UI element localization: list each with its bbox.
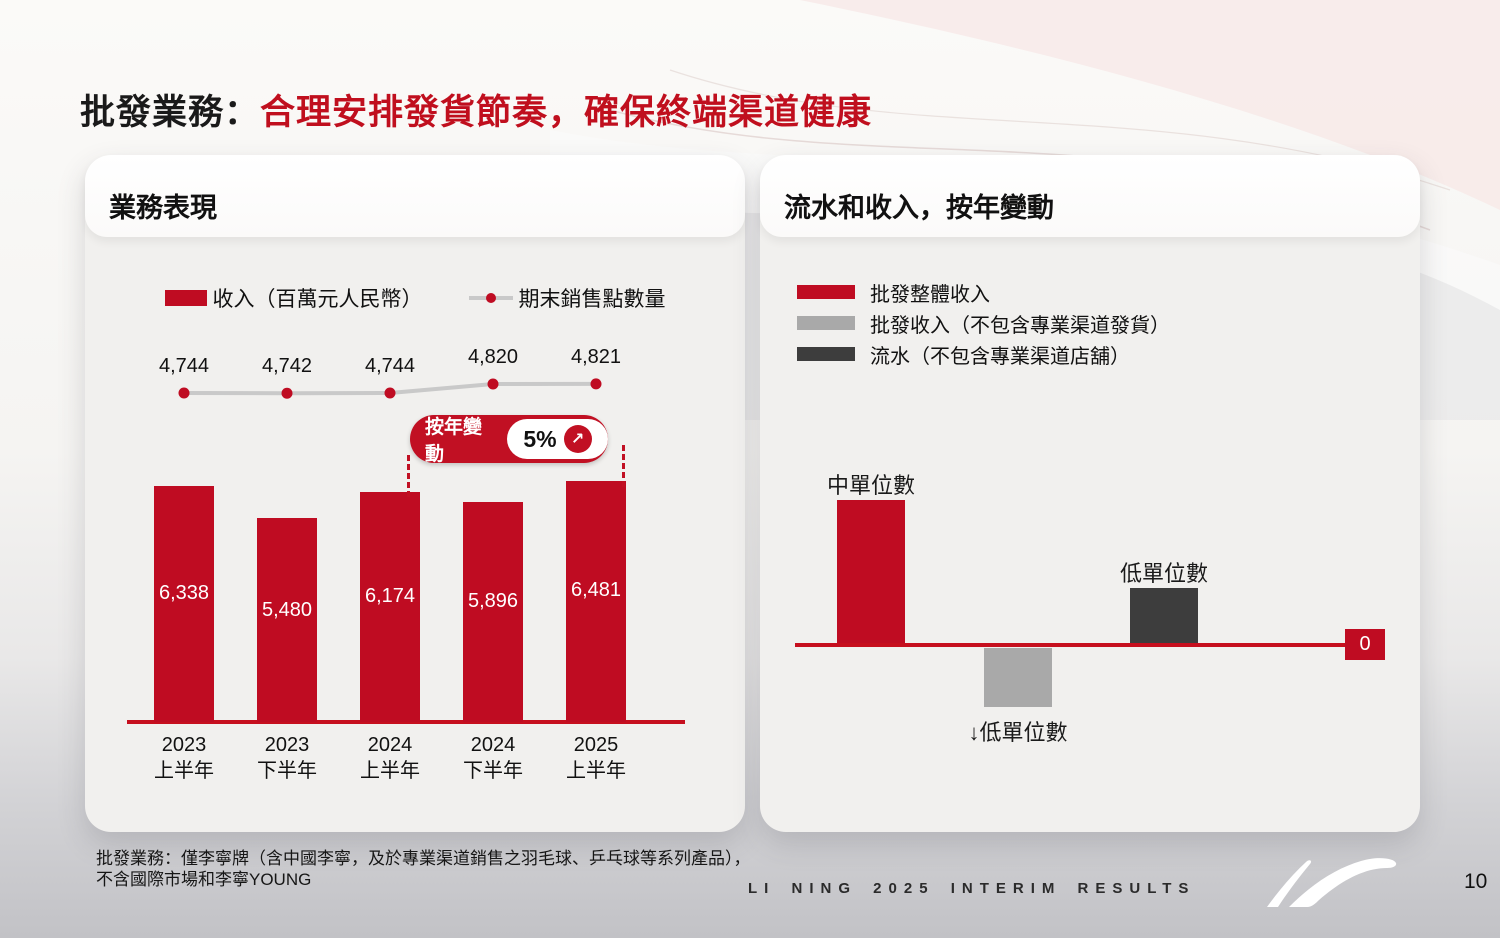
yoy-bar-label: 低單位數 [1119,561,1208,586]
line-legend-marker [468,290,513,306]
yoy-change-panel-header: 流水和收入，按年變動 [760,155,1420,237]
revenue-bar-value: 6,481 [570,578,622,601]
legend-label: 批發整體收入 [870,283,990,306]
business-performance-panel-header: 業務表現 [85,155,745,237]
yoy-bar-label: ↓低單位數 [968,720,1068,745]
yoy-change-panel: 流水和收入，按年變動 批發整體收入批發收入（不包含專業渠道發貨） 流水（不包含專業… [760,155,1420,832]
legend-label: 批發收入（不包含專業渠道發貨） [870,314,1170,337]
zero-baseline-badge: 0 [1345,629,1385,660]
annotation-connector-left [407,455,410,497]
revenue-bar-value: 5,480 [261,598,313,621]
revenue-bar-value: 5,896 [467,590,519,613]
slide-title-prefix: 批發業務： [80,93,261,132]
legend-item: 批發收入（不包含專業渠道發貨） [797,313,1170,337]
legend-label-sales-points: 期末銷售點數量 [518,288,666,311]
yoy-bar [1130,588,1198,647]
footnote: 批發業務：僅李寧牌（含中國李寧，及於專業渠道銷售之羽毛球、乒乓球等系列產品）， … [96,848,751,890]
panel-title: 流水和收入，按年變動 [784,193,1054,223]
slide-title-highlight: 合理安排發貨節奏，確保終端渠道健康 [260,93,873,132]
event-caption: LI NING 2025 INTERIM RESULTS [748,880,1196,897]
revenue-bar-value: 6,338 [158,581,210,604]
revenue-bar-value: 6,174 [364,584,416,607]
yoy-annotation-value: 5% [523,425,557,452]
revenue-bar [463,502,523,722]
sales-points-value: 4,744 [364,355,416,377]
sales-point-marker [384,387,396,399]
annotation-connector-right [622,445,625,487]
x-axis-label: 2023 上半年 [154,734,214,782]
footnote-line-1: 批發業務：僅李寧牌（含中國李寧，及於專業渠道銷售之羽毛球、乒乓球等系列產品）， [96,849,751,868]
legend-item-sales-points: 期末銷售點數量 [468,283,666,313]
sales-point-marker [178,387,190,399]
legend-swatch [797,347,855,361]
x-axis-label: 2024 下半年 [463,734,523,782]
legend-swatch [797,316,855,330]
panel-title: 業務表現 [109,193,217,223]
sales-point-marker [281,387,293,399]
x-axis-label: 2025 上半年 [566,734,626,782]
yoy-annotation-value-pill: 5% ↗ [506,419,608,459]
yoy-bar [837,500,905,647]
li-ning-logo [1267,858,1397,907]
yoy-annotation-badge: 按年變動 5% ↗ [410,415,608,465]
legend-swatch [797,285,855,299]
revenue-bar [360,492,420,722]
sales-points-line [178,378,602,399]
bar-legend-swatch [164,290,207,306]
footnote-line-2: 不含國際市場和李寧YOUNG [96,870,312,889]
legend-label-revenue: 收入（百萬元人民幣） [212,288,423,311]
revenue-bar [257,518,317,722]
legend-label: 流水（不包含專業渠道店舖） [870,345,1130,368]
x-axis-label: 2023 下半年 [257,734,317,782]
zero-baseline [795,643,1345,647]
sales-points-value: 4,821 [570,345,622,368]
legend-item: 流水（不包含專業渠道店舖） [797,344,1130,368]
slide-title: 批發業務：合理安排發貨節奏，確保終端渠道健康 [80,84,872,135]
yoy-bar-label: 中單位數 [826,473,915,498]
sales-points-value: 4,742 [261,355,313,378]
legend-item: 批發整體收入 [797,282,990,306]
sales-point-marker [590,378,602,390]
sales-points-value: 4,820 [467,346,519,369]
sales-point-marker [487,378,499,390]
arrow-up-right-icon: ↗ [563,425,592,453]
business-performance-panel: 業務表現 收入（百萬元人民幣） 期末銷售點數量 6,338 2023 上半年 5,4… [85,155,745,832]
revenue-bar [566,481,626,722]
revenue-bar [154,486,214,722]
yoy-bar [984,648,1052,707]
yoy-annotation-label: 按年變動 [425,417,483,465]
x-axis-label: 2024 上半年 [360,734,420,782]
legend-item-revenue: 收入（百萬元人民幣） [164,283,423,313]
page-number: 10 [1464,870,1488,893]
left-chart-legend: 收入（百萬元人民幣） 期末銷售點數量 [85,283,745,313]
sales-points-value: 4,744 [158,355,210,377]
x-axis-line [127,720,685,724]
